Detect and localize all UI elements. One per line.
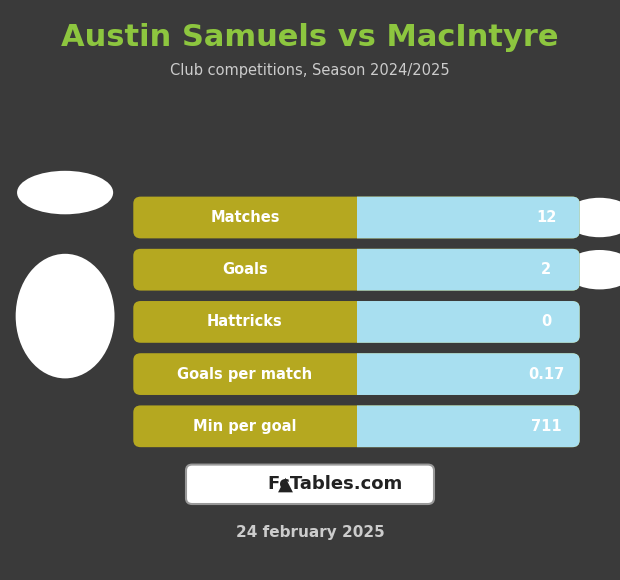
Bar (356, 342, 620, 407)
FancyBboxPatch shape (133, 405, 580, 447)
Text: 24 february 2025: 24 february 2025 (236, 525, 384, 540)
FancyBboxPatch shape (133, 353, 580, 395)
Text: Goals per match: Goals per match (177, 367, 312, 382)
FancyBboxPatch shape (133, 301, 580, 343)
Text: 711: 711 (531, 419, 562, 434)
Text: 0.17: 0.17 (528, 367, 564, 382)
Text: 2: 2 (541, 262, 551, 277)
FancyBboxPatch shape (133, 249, 580, 291)
Text: Goals: Goals (222, 262, 268, 277)
FancyBboxPatch shape (133, 197, 580, 238)
Text: FcTables.com: FcTables.com (267, 475, 402, 494)
Ellipse shape (17, 171, 113, 215)
Text: 0: 0 (541, 314, 551, 329)
Ellipse shape (17, 255, 113, 377)
FancyBboxPatch shape (133, 197, 580, 238)
Text: Austin Samuels vs MacIntyre: Austin Samuels vs MacIntyre (61, 23, 559, 52)
Text: Min per goal: Min per goal (193, 419, 296, 434)
FancyBboxPatch shape (133, 249, 580, 291)
FancyBboxPatch shape (186, 465, 434, 504)
Text: Matches: Matches (210, 210, 280, 225)
Text: ▲: ▲ (278, 475, 293, 494)
Bar (356, 394, 620, 459)
Bar (356, 185, 620, 250)
Ellipse shape (564, 250, 620, 289)
Text: Hattricks: Hattricks (207, 314, 283, 329)
Text: Club competitions, Season 2024/2025: Club competitions, Season 2024/2025 (170, 63, 450, 78)
FancyBboxPatch shape (133, 301, 580, 343)
FancyBboxPatch shape (133, 405, 580, 447)
Ellipse shape (564, 198, 620, 237)
FancyBboxPatch shape (133, 353, 580, 395)
Bar (356, 289, 620, 354)
Bar (356, 237, 620, 302)
Text: 12: 12 (536, 210, 556, 225)
